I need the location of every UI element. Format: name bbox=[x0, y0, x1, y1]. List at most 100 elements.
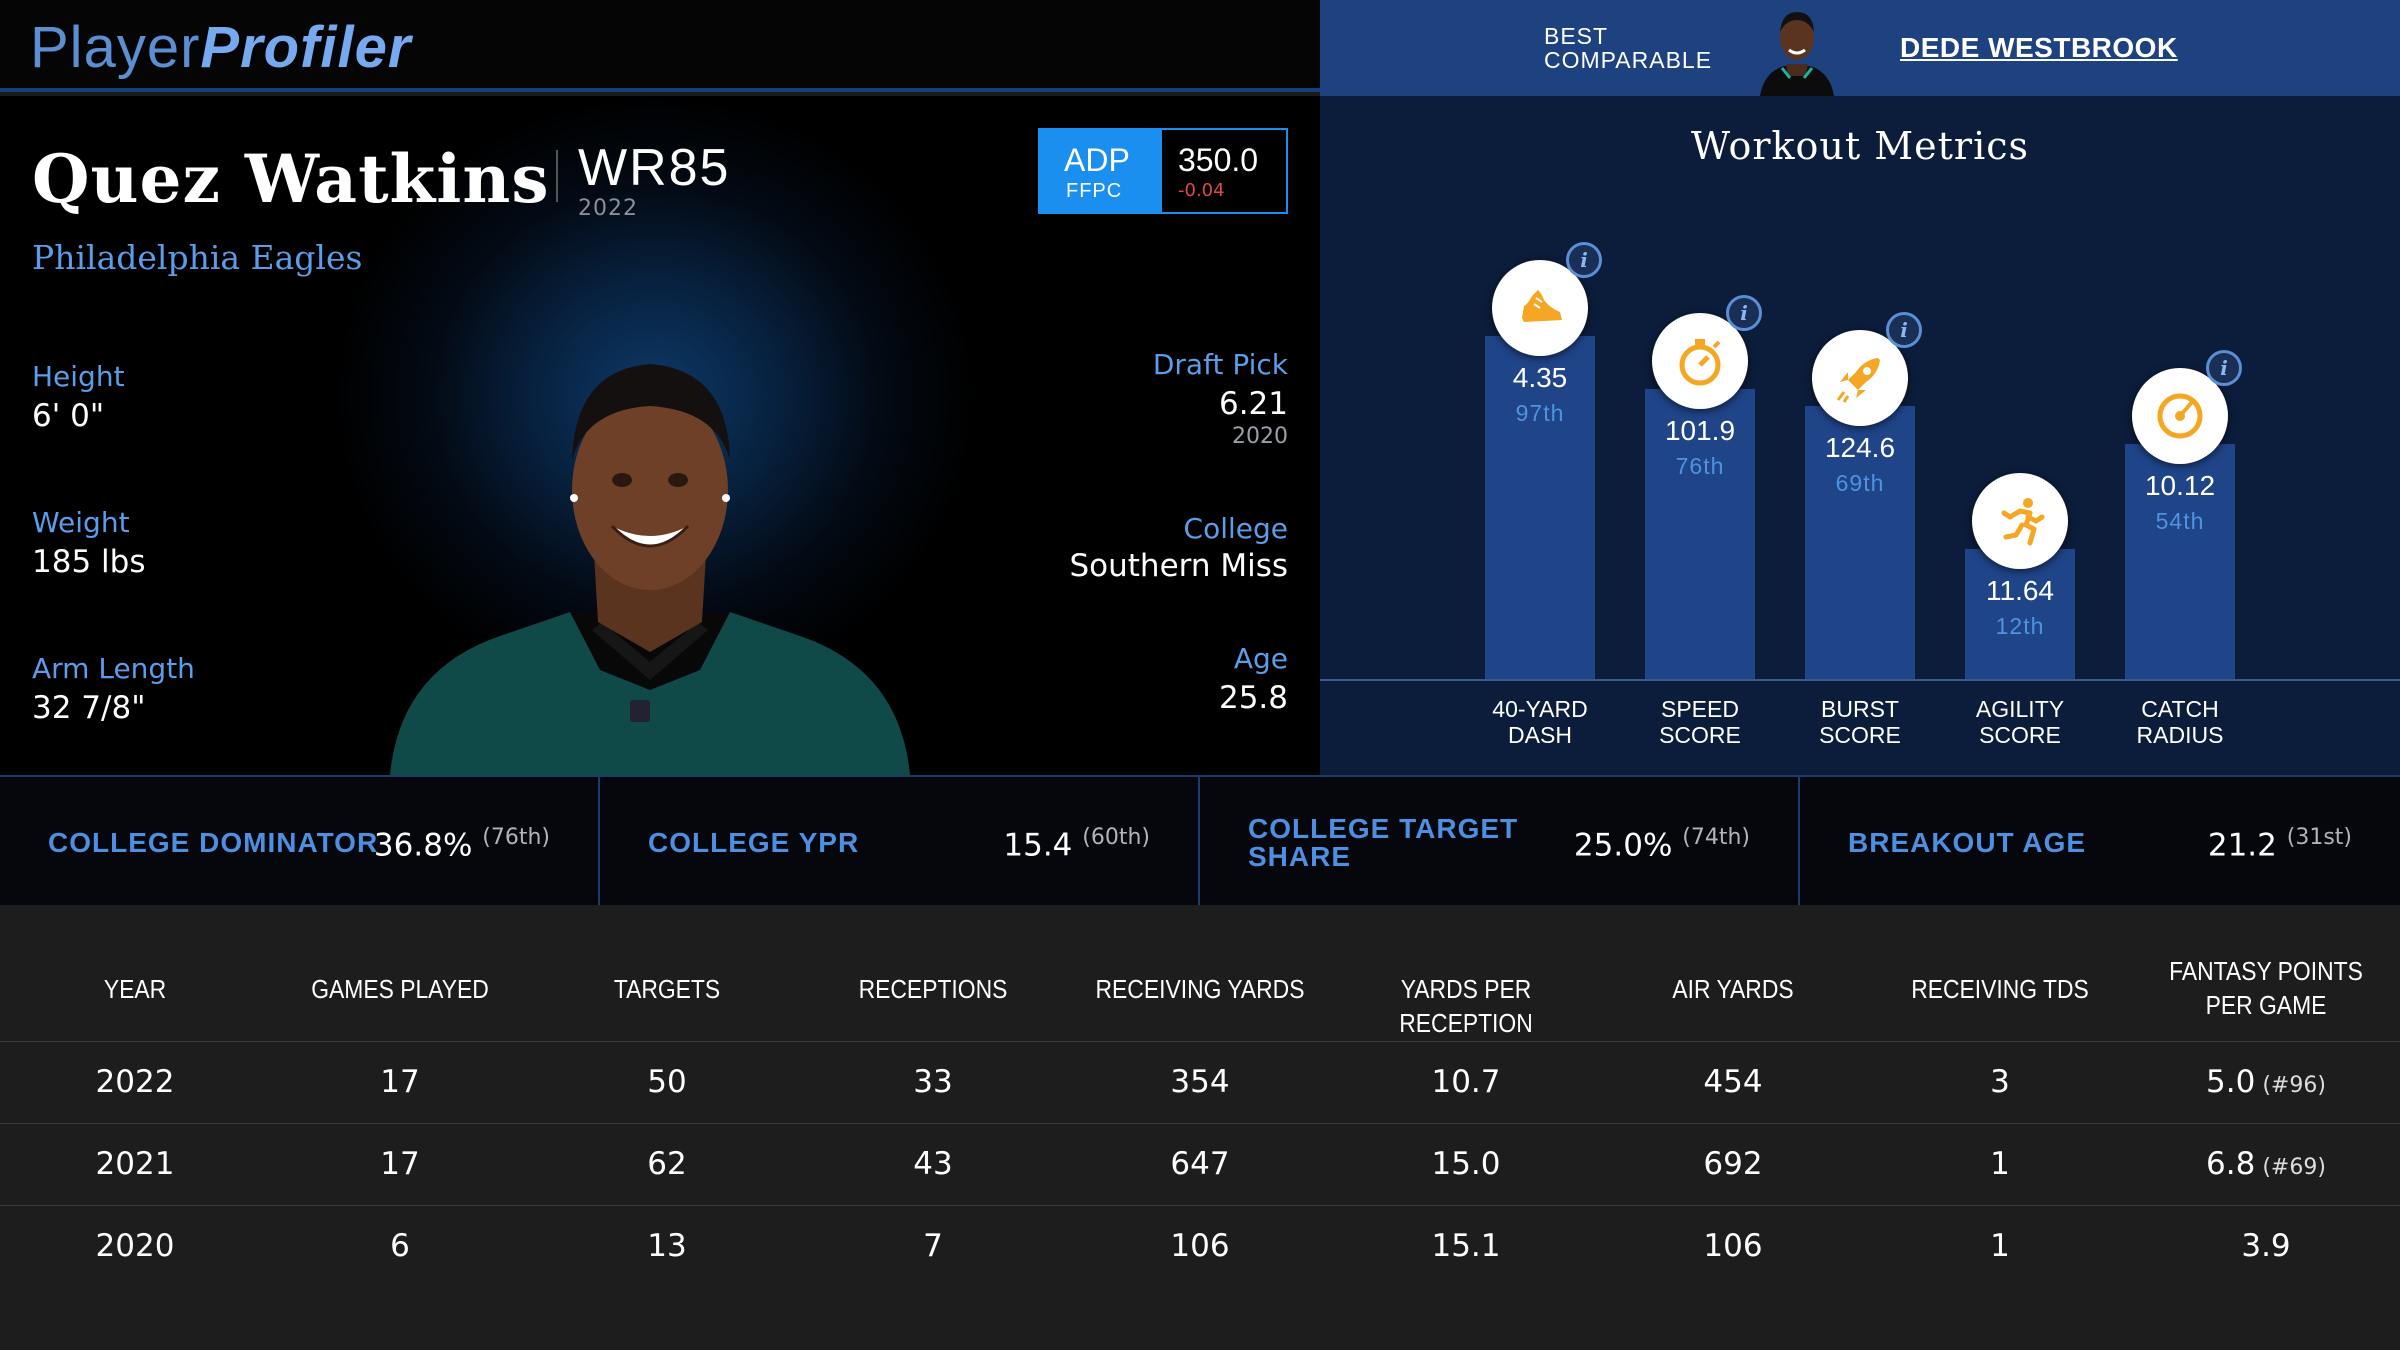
stat-label-line2: SHARE bbox=[1248, 841, 1352, 872]
info-icon[interactable]: i bbox=[1726, 295, 1762, 331]
height-value: 6' 0" bbox=[32, 398, 105, 434]
table-cell-air: 454 bbox=[1703, 1064, 1763, 1100]
best-comparable-label: BEST COMPARABLE bbox=[1544, 24, 1712, 72]
row-divider bbox=[0, 1123, 2400, 1124]
table-cell-games: 17 bbox=[380, 1064, 420, 1100]
column-header-fantasy-points-per-game[interactable]: FANTASY POINTS PER GAME bbox=[2169, 956, 2363, 1020]
table-cell-yards: 647 bbox=[1170, 1146, 1230, 1182]
stat-label: COLLEGE DOMINATOR bbox=[48, 827, 379, 858]
workout-bar: 11.64 12th bbox=[1965, 549, 2075, 679]
career-stats-table bbox=[0, 905, 2400, 1350]
table-cell-receptions: 7 bbox=[923, 1228, 943, 1264]
college-stats-bar bbox=[0, 775, 2400, 905]
stat-label: COLLEGE TARGET SHARE bbox=[1248, 815, 1518, 871]
comparable-banner bbox=[1320, 0, 2400, 96]
age-value: 25.8 bbox=[1218, 680, 1288, 716]
fantasy-rank: (#96) bbox=[2255, 1073, 2326, 1098]
college-value: Southern Miss bbox=[1069, 548, 1288, 584]
stopwatch-icon bbox=[1652, 313, 1748, 409]
stat-value: 21.2 (31st) bbox=[2208, 825, 2352, 863]
workout-percentile: 12th bbox=[1995, 613, 2045, 639]
table-cell-targets: 13 bbox=[647, 1228, 687, 1264]
column-header-year[interactable]: YEAR bbox=[103, 974, 167, 1004]
site-logo[interactable]: PlayerProfiler bbox=[30, 14, 411, 81]
draft-year: 2020 bbox=[1232, 424, 1288, 449]
workout-percentile: 69th bbox=[1835, 470, 1885, 496]
weight-value: 185 lbs bbox=[32, 544, 146, 580]
age-label: Age bbox=[1233, 642, 1288, 675]
stat-label: COLLEGE YPR bbox=[648, 827, 860, 858]
column-header-games-played[interactable]: GAMES PLAYED bbox=[311, 974, 489, 1004]
height-label: Height bbox=[32, 360, 125, 393]
workout-percentile: 76th bbox=[1675, 453, 1725, 479]
name-divider bbox=[556, 150, 558, 202]
info-icon[interactable]: i bbox=[1886, 312, 1922, 348]
table-cell-tds: 1 bbox=[1990, 1228, 2010, 1264]
stat-value: 36.8% (76th) bbox=[374, 825, 550, 863]
rocket-icon bbox=[1812, 330, 1908, 426]
table-cell-fppg: 3.9 bbox=[2241, 1228, 2291, 1264]
column-header-receiving-tds[interactable]: RECEIVING TDS bbox=[1911, 974, 2089, 1004]
adp-value: 350.0 bbox=[1178, 142, 1259, 178]
workout-value: 4.35 bbox=[1512, 362, 1568, 393]
table-cell-year: 2021 bbox=[95, 1146, 175, 1182]
draft-pick-value: 6.21 bbox=[1218, 386, 1288, 422]
team-name[interactable]: Philadelphia Eagles bbox=[32, 238, 363, 277]
workout-baseline bbox=[1320, 679, 2400, 681]
stat-number: 15.4 bbox=[1003, 827, 1073, 864]
workout-label: SPEED SCORE bbox=[1659, 696, 1741, 748]
adp-badge: ADP FFPC 350.0 -0.04 bbox=[1038, 128, 1288, 214]
workout-label: CATCH RADIUS bbox=[2136, 696, 2224, 748]
stat-number: 25.0% bbox=[1573, 827, 1673, 864]
comparable-player-link[interactable]: DEDE WESTBROOK bbox=[1900, 32, 2178, 63]
runner-icon bbox=[1972, 473, 2068, 569]
column-header-yards-per-reception[interactable]: YARDS PER RECEPTION bbox=[1399, 974, 1533, 1038]
stat-number: 21.2 bbox=[2207, 827, 2277, 864]
position-rank: WR85 bbox=[578, 139, 731, 197]
stat-percentile: (74th) bbox=[1682, 825, 1750, 850]
column-header-receptions[interactable]: RECEPTIONS bbox=[858, 974, 1008, 1004]
logo-text-player: Player bbox=[30, 15, 201, 80]
info-icon[interactable]: i bbox=[1566, 242, 1602, 278]
table-cell-receptions: 43 bbox=[913, 1146, 953, 1182]
workout-value: 101.9 bbox=[1664, 415, 1736, 446]
table-cell-targets: 62 bbox=[647, 1146, 687, 1182]
column-header-receiving-yards[interactable]: RECEIVING YARDS bbox=[1095, 974, 1305, 1004]
stat-percentile: (60th) bbox=[1082, 825, 1150, 850]
table-cell-tds: 3 bbox=[1990, 1064, 2010, 1100]
table-cell-games: 6 bbox=[390, 1228, 410, 1264]
table-cell-year: 2022 bbox=[95, 1064, 175, 1100]
arm-length-label: Arm Length bbox=[32, 652, 195, 685]
adp-source: FFPC bbox=[1066, 180, 1123, 202]
workout-value: 124.6 bbox=[1824, 432, 1896, 463]
workout-bar: 10.12 54th bbox=[2125, 444, 2235, 679]
adp-change: -0.04 bbox=[1178, 180, 1225, 201]
row-divider bbox=[0, 1205, 2400, 1206]
workout-label: 40-YARD DASH bbox=[1492, 696, 1588, 748]
stat-college-dominator: COLLEGE DOMINATOR 36.8% (76th) bbox=[0, 775, 600, 905]
workout-bar: 101.9 76th bbox=[1645, 389, 1755, 679]
table-cell-ypr: 15.0 bbox=[1431, 1146, 1501, 1182]
workout-value: 10.12 bbox=[2144, 470, 2216, 501]
arm-length-value: 32 7/8" bbox=[32, 690, 146, 726]
player-name: Quez Watkins bbox=[32, 140, 550, 218]
stat-value: 15.4 (60th) bbox=[1003, 825, 1150, 863]
table-cell-fppg: 5.0 (#96) bbox=[2206, 1064, 2326, 1100]
column-header-targets[interactable]: TARGETS bbox=[613, 974, 721, 1004]
table-cell-air: 692 bbox=[1703, 1146, 1763, 1182]
info-icon[interactable]: i bbox=[2206, 350, 2242, 386]
stat-percentile: (76th) bbox=[482, 825, 550, 850]
column-header-air-yards[interactable]: AIR YARDS bbox=[1672, 974, 1794, 1004]
comparable-avatar bbox=[1756, 2, 1838, 96]
table-cell-yards: 106 bbox=[1170, 1228, 1230, 1264]
logo-text-profiler: Profiler bbox=[200, 15, 412, 80]
table-cell-year: 2020 bbox=[95, 1228, 175, 1264]
comparable-label: COMPARABLE bbox=[1544, 47, 1713, 73]
table-cell-receptions: 33 bbox=[913, 1064, 953, 1100]
stat-number: 36.8% bbox=[373, 827, 473, 864]
draft-pick-label: Draft Pick bbox=[1152, 348, 1288, 381]
workout-value: 11.64 bbox=[1986, 575, 2054, 606]
table-cell-air: 106 bbox=[1703, 1228, 1763, 1264]
workout-bar: 124.6 69th bbox=[1805, 406, 1915, 679]
